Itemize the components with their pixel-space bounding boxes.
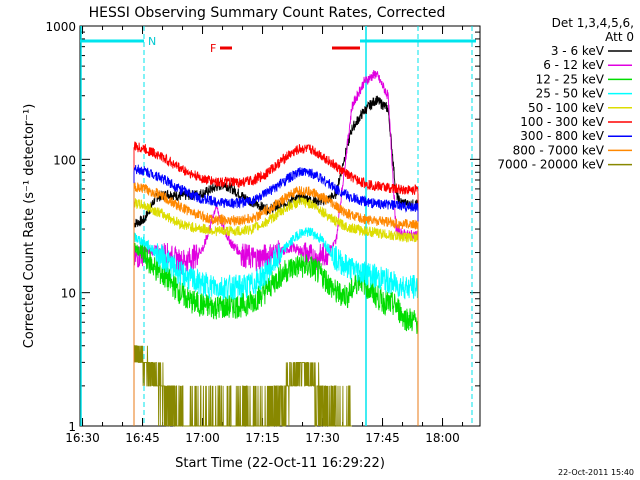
- chart-title: HESSI Observing Summary Count Rates, Cor…: [89, 5, 446, 21]
- x-tick-label: 17:00: [185, 431, 220, 445]
- series-line: [133, 141, 419, 426]
- legend-label: 3 - 6 keV: [551, 44, 605, 58]
- x-tick-label: 16:45: [125, 431, 160, 445]
- legend-label: 6 - 12 keV: [543, 58, 605, 72]
- night-marker-label: N: [148, 35, 156, 48]
- series-line: [133, 227, 419, 426]
- legend-label: 300 - 800 keV: [520, 129, 604, 143]
- x-tick-label: 17:45: [365, 431, 400, 445]
- y-tick-labels: 1 10 100 1000: [45, 20, 76, 434]
- plot-area: NF: [79, 25, 481, 427]
- y-tick-label: 1000: [45, 20, 76, 34]
- series-line: [133, 164, 419, 426]
- legend-label: 7000 - 20000 keV: [497, 158, 604, 172]
- x-tick-labels: 16:30 16:45 17:00 17:15 17:30 17:45 18:00: [65, 431, 460, 445]
- series-line: [133, 241, 419, 426]
- legend-label: 100 - 300 keV: [520, 115, 604, 129]
- series-lines: [133, 69, 419, 427]
- y-axis-label: Corrected Count Rate (s⁻¹ detector⁻¹): [22, 104, 37, 349]
- series-line: [133, 95, 419, 426]
- legend-header-line-1: Det 1,3,4,5,6,: [552, 16, 634, 30]
- y-tick-label: 10: [61, 287, 76, 301]
- x-tick-label: 16:30: [65, 431, 100, 445]
- legend-header-line-2: Att 0: [605, 30, 634, 44]
- legend-label: 25 - 50 keV: [536, 87, 605, 101]
- series-line: [134, 345, 352, 427]
- x-tick-label: 17:30: [305, 431, 340, 445]
- legend-label: 50 - 100 keV: [528, 101, 605, 115]
- series-line: [133, 182, 419, 426]
- flare-marker-label: F: [210, 42, 216, 55]
- y-tick-label: 100: [53, 153, 76, 167]
- legend-label: 12 - 25 keV: [536, 72, 605, 86]
- footer-timestamp: 22-Oct-2011 15:40: [558, 468, 634, 477]
- series-line: [133, 196, 419, 426]
- series-line: [133, 69, 419, 426]
- y-tick-label: 1: [68, 420, 76, 434]
- x-axis-label: Start Time (22-Oct-11 16:29:22): [175, 456, 385, 471]
- legend-label: 800 - 7000 keV: [513, 143, 605, 157]
- x-tick-label: 18:00: [425, 431, 460, 445]
- x-tick-label: 17:15: [245, 431, 280, 445]
